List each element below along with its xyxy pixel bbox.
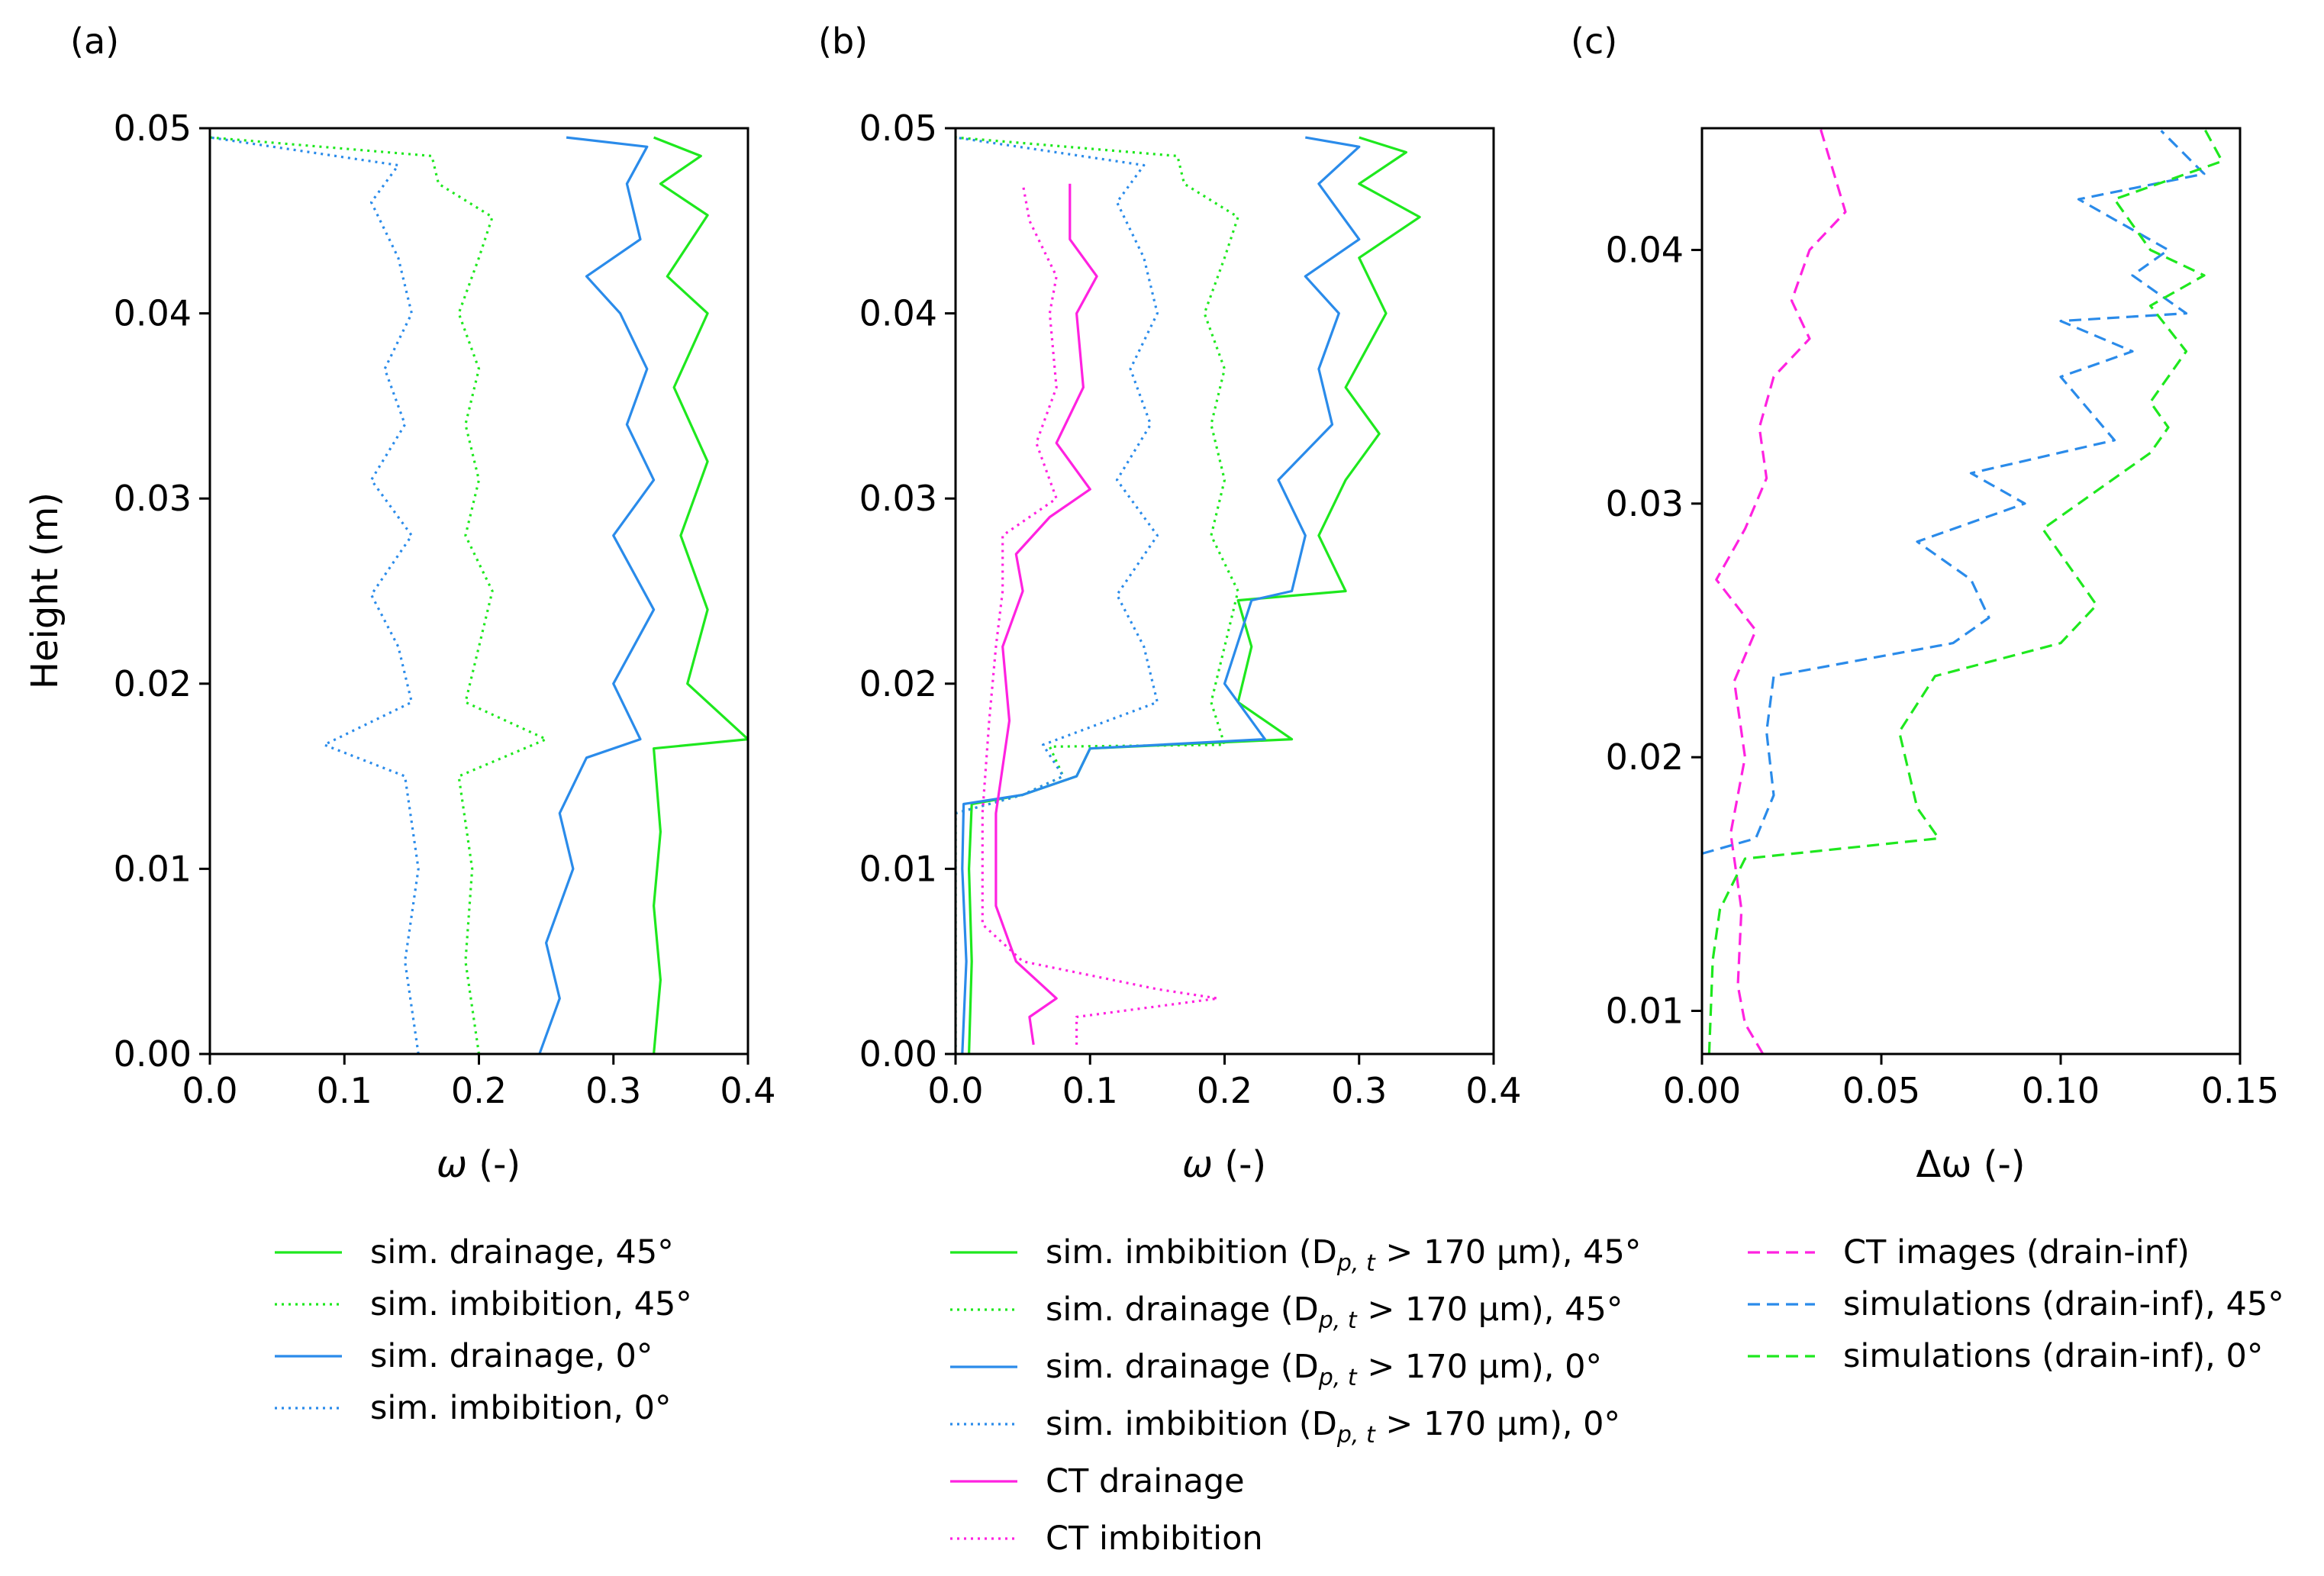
panel-b-xtick-label: 0.3 <box>1331 1070 1387 1111</box>
legend-a: sim. drainage, 45° sim. imbibition, 45° si… <box>275 1233 692 1427</box>
panel-a-axes-frame <box>208 127 749 1056</box>
panel-a-series-line-2 <box>538 136 656 1054</box>
panel-a-series-line-0 <box>652 136 748 1054</box>
panel-a-xlabel-unit: (-) <box>467 1143 521 1186</box>
panel-b-ytick-label: 0.05 <box>859 108 937 149</box>
legend-c-label-1: simulations (drain-inf), 45° <box>1843 1285 2284 1323</box>
panel-b-ticks: 0.0 0.1 0.2 0.3 0.4 0.00 0.01 0.02 0.03 0.04 0.05 <box>859 108 1522 1111</box>
legend-b-label-4: CT drainage <box>1046 1462 1245 1500</box>
panel-b-xtick-label: 0.4 <box>1465 1070 1521 1111</box>
panel-a-xtick-label: 0.2 <box>451 1070 507 1111</box>
legend-a-label-0: sim. drainage, 45° <box>370 1233 674 1271</box>
panel-a-ytick-label: 0.03 <box>114 478 192 519</box>
panel-a-xlabel-symbol: ω <box>437 1143 467 1186</box>
panel-b-plot-lines <box>956 136 1421 1054</box>
legend-c-label-0: CT images (drain-inf) <box>1843 1233 2190 1271</box>
panel-c-series-line-2 <box>1707 128 2224 1054</box>
legend-b: sim. imbibition (Dp, t > 170 μm), 45° sim… <box>950 1233 1641 1558</box>
legend-a-label-3: sim. imbibition, 0° <box>370 1389 671 1427</box>
panel-c-xtick-label: 0.10 <box>2022 1070 2100 1111</box>
panel-c-ytick-label: 0.03 <box>1606 483 1684 524</box>
panel-a-ytick-label: 0.05 <box>114 108 192 149</box>
panel-b-axes-frame <box>954 127 1495 1056</box>
panel-b-series-line-5 <box>981 183 1220 1045</box>
panel-b-series-line-4 <box>994 183 1098 1046</box>
panel-b-xtick-label: 0.2 <box>1197 1070 1252 1111</box>
panel-b-ytick-label: 0.03 <box>859 478 937 519</box>
legend-c-label-2: simulations (drain-inf), 0° <box>1843 1337 2263 1375</box>
panel-c-ytick-label: 0.01 <box>1606 991 1684 1032</box>
panel-b-ytick-label: 0.02 <box>859 663 937 704</box>
panel-a-label: (a) <box>70 21 119 62</box>
panel-b: 0.0 0.1 0.2 0.3 0.40.000.010.020.030.040.05 … <box>859 108 1522 1186</box>
panel-b-xtick-label: 0.1 <box>1062 1070 1118 1111</box>
panel-c-ytick-label: 0.04 <box>1606 230 1684 271</box>
panel-a-series-line-1 <box>210 136 548 1054</box>
panel-b-xtick-label: 0.0 <box>927 1070 983 1111</box>
legend-b-label-1: sim. drainage (Dp, t > 170 μm), 45° <box>1046 1291 1623 1334</box>
legend-b-label-0: sim. imbibition (Dp, t > 170 μm), 45° <box>1046 1233 1641 1277</box>
panel-c-xtick-label: 0.15 <box>2201 1070 2279 1111</box>
panel-c-xlabel-unit: (-) <box>1972 1143 2026 1186</box>
panel-c-label: (c) <box>1571 21 1617 62</box>
panel-a-xtick-label: 0.0 <box>182 1070 237 1111</box>
panel-a-ticks: 0.0 0.1 0.2 0.3 0.4 0.00 0.01 0.02 0.03 0.04 0.05 <box>114 108 776 1111</box>
panel-c-ytick-label: 0.02 <box>1606 736 1684 778</box>
panel-c-xlabel-symbol: Δω <box>1916 1143 1971 1186</box>
panel-a-ytick-label: 0.04 <box>114 293 192 334</box>
panel-c-plot-lines <box>1702 128 2224 1054</box>
panel-b-ytick-label: 0.00 <box>859 1033 937 1075</box>
legend-a-label-1: sim. imbibition, 45° <box>370 1285 692 1323</box>
legend-c: CT images (drain-inf) simulations (drain-… <box>1748 1233 2284 1375</box>
panel-c: 0.00 0.05 0.10 0.15 0.01 0.02 0.03 0.04 Δω (-) <box>1606 127 2280 1186</box>
legend-b-label-5: CT imbibition <box>1046 1520 1263 1558</box>
panel-a-xtick-label: 0.3 <box>585 1070 641 1111</box>
panel-a-series-line-3 <box>210 136 420 1054</box>
panel-a-plot-lines <box>210 136 748 1054</box>
panel-a-xlabel: ω (-) <box>437 1143 521 1186</box>
panel-a-ytick-label: 0.01 <box>114 848 192 889</box>
panel-b-xlabel: ω (-) <box>1182 1143 1266 1186</box>
legend-b-label-3: sim. imbibition (Dp, t > 170 μm), 0° <box>1046 1405 1620 1449</box>
panel-c-series-line-1 <box>1702 130 2206 856</box>
panel-a-xtick-label: 0.4 <box>720 1070 775 1111</box>
panel-a-ytick-label: 0.02 <box>114 663 192 704</box>
panel-b-series-line-2 <box>961 136 1361 1054</box>
panel-b-ytick-label: 0.04 <box>859 293 937 334</box>
panel-b-series-line-0 <box>967 136 1421 1054</box>
panel-c-series-line-0 <box>1715 128 1847 1054</box>
panel-b-xlabel-unit: (-) <box>1213 1143 1266 1186</box>
panel-b-label: (b) <box>818 21 868 62</box>
panel-c-xtick-label: 0.00 <box>1663 1070 1741 1111</box>
panel-c-xtick-label: 0.05 <box>1842 1070 1920 1111</box>
legend-a-label-2: sim. drainage, 0° <box>370 1337 653 1375</box>
panel-a-xtick-label: 0.1 <box>317 1070 372 1111</box>
panel-c-ticks: 0.00 0.05 0.10 0.15 0.01 0.02 0.03 0.04 <box>1606 230 2280 1111</box>
panel-a-ylabel: Height (m) <box>24 492 66 689</box>
panel-b-ytick-label: 0.01 <box>859 848 937 889</box>
panel-b-series-line-3 <box>956 136 1159 1054</box>
panel-a-ytick-label: 0.00 <box>114 1033 192 1075</box>
panel-a: 0.0 0.1 0.2 0.3 0.40.000.010.020.030.040.05 … <box>24 108 776 1186</box>
panel-b-xlabel-symbol: ω <box>1182 1143 1213 1186</box>
legend-b-label-2: sim. drainage (Dp, t > 170 μm), 0° <box>1046 1348 1602 1391</box>
panel-c-xlabel: Δω (-) <box>1916 1143 2025 1186</box>
panel-c-axes-frame <box>1700 127 2242 1056</box>
